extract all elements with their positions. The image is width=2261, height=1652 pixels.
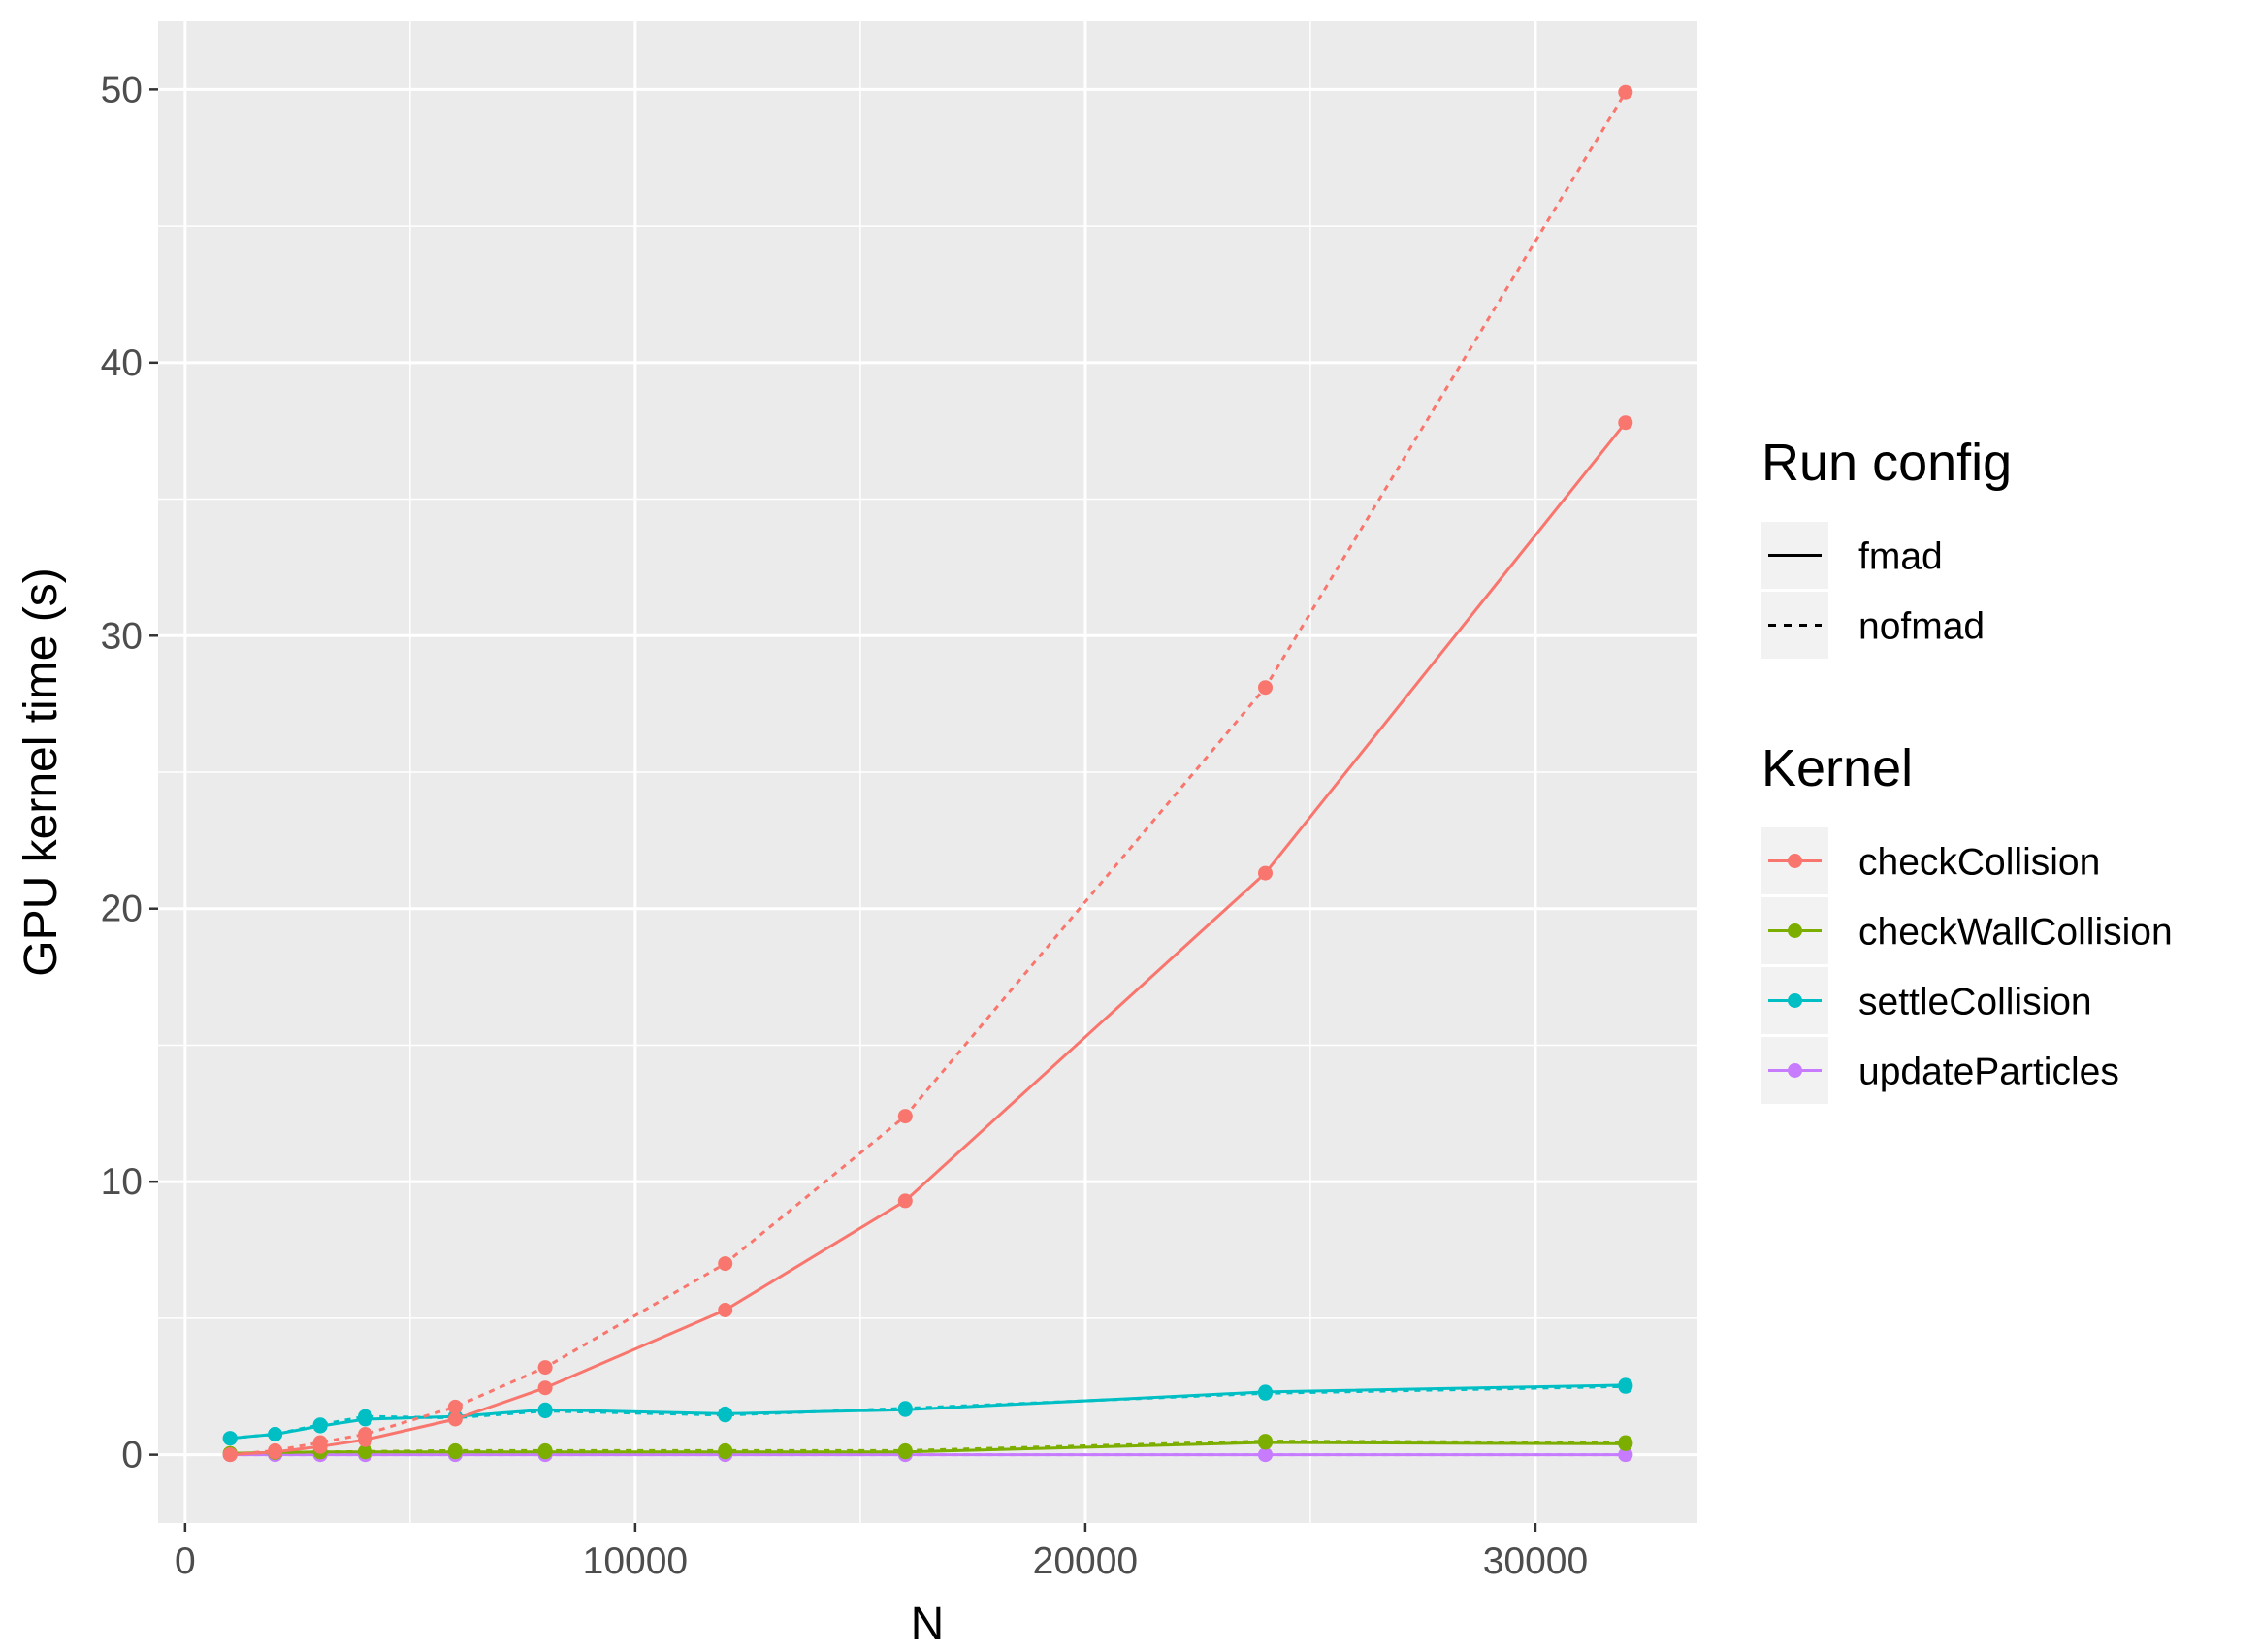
- point-checkCollision-nofmad: [447, 1399, 463, 1414]
- y-axis-title: GPU kernel time (s): [16, 567, 67, 976]
- point-checkWallCollision-nofmad: [1258, 1434, 1273, 1449]
- point-updateParticles-nofmad: [1618, 1447, 1633, 1463]
- point-settleCollision-nofmad: [897, 1401, 913, 1416]
- series-line-checkCollision-nofmad: [230, 91, 1628, 1457]
- x-tick-label: 20000: [1033, 1540, 1138, 1582]
- legend-key-point: [1788, 854, 1802, 868]
- point-checkWallCollision-nofmad: [358, 1443, 372, 1459]
- axis-ticks: [149, 88, 1537, 1532]
- point-checkCollision-fmad: [718, 1303, 733, 1317]
- y-tick-label: 10: [101, 1161, 143, 1203]
- series-layer: [222, 84, 1633, 1463]
- grid-minor: [158, 21, 1697, 1523]
- point-checkCollision-nofmad: [897, 1109, 913, 1124]
- point-updateParticles-nofmad: [1258, 1447, 1273, 1463]
- point-checkCollision-nofmad: [718, 1256, 733, 1272]
- point-checkWallCollision-nofmad: [1618, 1435, 1633, 1450]
- y-tick-label: 30: [101, 615, 143, 657]
- point-checkCollision-nofmad: [312, 1435, 328, 1450]
- point-checkCollision-fmad: [897, 1193, 913, 1209]
- legend-title: Kernel: [1761, 739, 1913, 797]
- x-tick-label: 10000: [583, 1540, 688, 1582]
- point-settleCollision-nofmad: [312, 1417, 328, 1433]
- y-tick-label: 40: [101, 342, 143, 384]
- legend-key-point: [1788, 1063, 1802, 1078]
- y-tick-label: 20: [101, 889, 143, 930]
- point-settleCollision-nofmad: [1618, 1378, 1633, 1394]
- point-checkCollision-nofmad: [1618, 84, 1633, 100]
- point-checkCollision-fmad: [1618, 415, 1633, 431]
- point-checkWallCollision-nofmad: [537, 1442, 553, 1458]
- legend-label: settleCollision: [1858, 982, 2092, 1023]
- y-tick-label: 50: [101, 69, 143, 111]
- series-line-settleCollision-nofmad: [230, 1384, 1626, 1441]
- tick-labels: 0 10000 20000 30000 0 10 20 30 40 50: [101, 69, 1589, 1582]
- point-settleCollision-nofmad: [537, 1404, 553, 1419]
- legend-key-point: [1788, 923, 1802, 938]
- point-checkCollision-nofmad: [358, 1427, 372, 1441]
- legend-label: checkWallCollision: [1858, 912, 2173, 954]
- point-checkCollision-fmad: [447, 1411, 463, 1427]
- point-checkCollision-nofmad: [268, 1442, 283, 1458]
- x-axis-title: N: [911, 1599, 945, 1650]
- legend: Run config fmad nofmad Kernel checkCollision…: [1761, 434, 2173, 1104]
- point-checkWallCollision-nofmad: [897, 1442, 913, 1458]
- point-checkWallCollision-nofmad: [447, 1442, 463, 1458]
- x-tick-label: 30000: [1483, 1540, 1588, 1582]
- point-settleCollision-nofmad: [1258, 1385, 1273, 1401]
- legend-key-point: [1788, 993, 1802, 1008]
- x-tick-label: 0: [175, 1540, 196, 1582]
- legend-label: updateParticles: [1858, 1052, 2119, 1093]
- legend-label: checkCollision: [1858, 842, 2100, 884]
- point-checkCollision-nofmad: [1258, 680, 1273, 696]
- point-checkCollision-nofmad: [537, 1360, 553, 1376]
- point-checkCollision-fmad: [537, 1380, 553, 1396]
- series-line-checkWallCollision-nofmad: [230, 1440, 1626, 1455]
- y-tick-label: 0: [121, 1435, 143, 1476]
- legend-title: Run config: [1761, 434, 2012, 492]
- point-checkCollision-fmad: [1258, 865, 1273, 881]
- point-checkCollision-nofmad: [222, 1447, 238, 1463]
- point-settleCollision-nofmad: [222, 1431, 238, 1446]
- legend-label: nofmad: [1858, 606, 1985, 648]
- legend-label: fmad: [1858, 536, 1943, 578]
- series-line-checkCollision-fmad: [230, 421, 1627, 1457]
- point-checkWallCollision-nofmad: [718, 1442, 733, 1458]
- point-settleCollision-nofmad: [268, 1427, 283, 1441]
- point-settleCollision-nofmad: [718, 1408, 733, 1423]
- point-settleCollision-nofmad: [358, 1409, 372, 1424]
